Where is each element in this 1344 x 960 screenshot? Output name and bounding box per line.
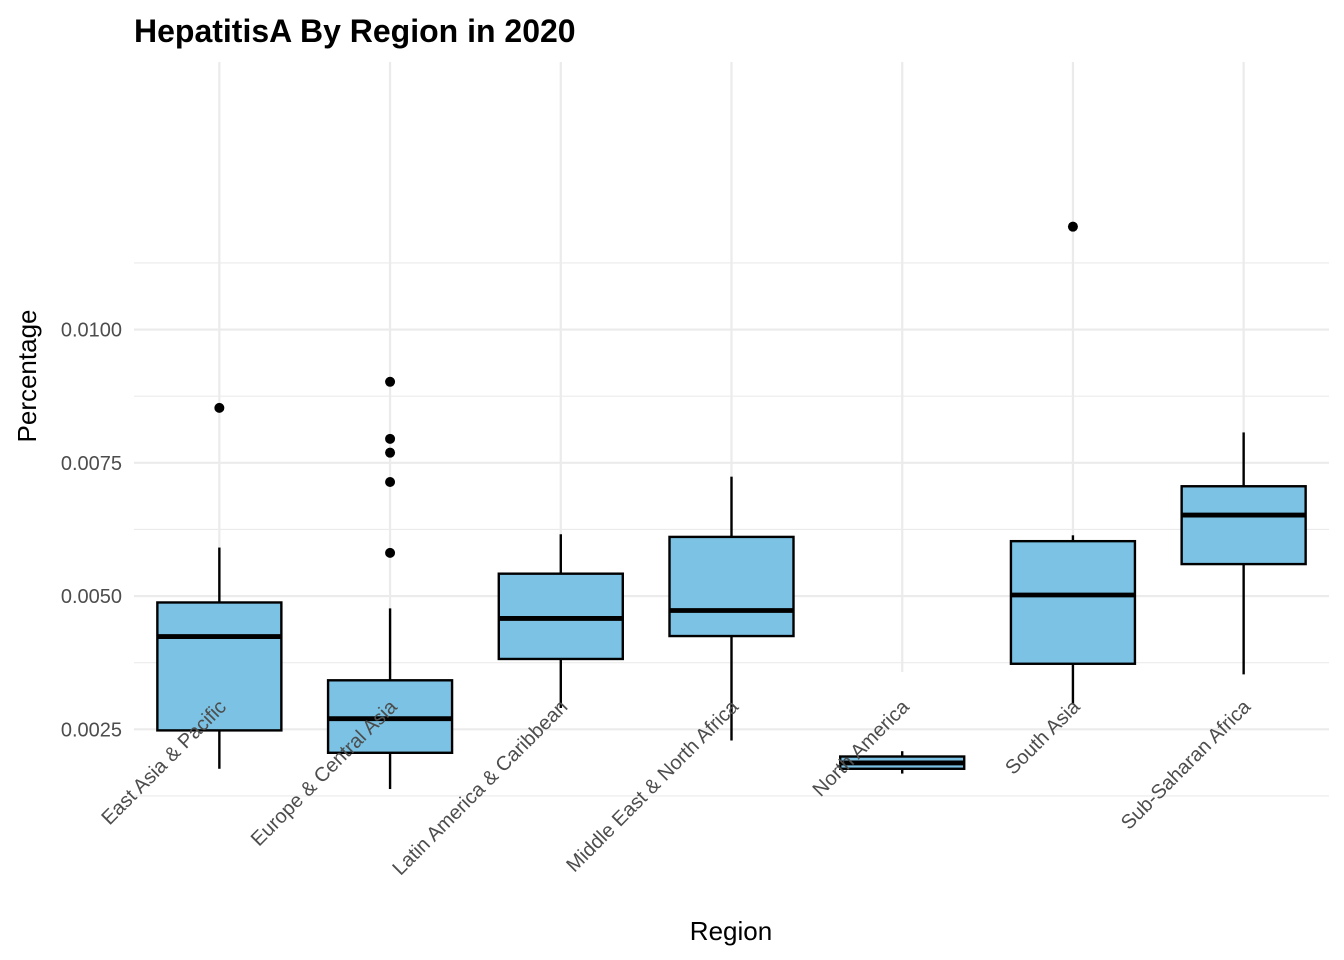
y-tick-label: 0.0025 xyxy=(61,719,122,741)
box-iqr xyxy=(1009,539,1137,665)
box-series xyxy=(156,221,1307,790)
box-1 xyxy=(156,402,283,769)
outlier-point xyxy=(385,433,396,444)
box-iqr xyxy=(1180,485,1307,566)
x-tick-label: Sub-Saharan Africa xyxy=(1117,695,1256,834)
box-3 xyxy=(497,534,624,709)
box-6 xyxy=(1009,221,1137,704)
chart-title: HepatitisA By Region in 2020 xyxy=(134,13,576,49)
box-iqr xyxy=(668,535,795,638)
x-axis-title: Region xyxy=(690,916,772,946)
outlier-point xyxy=(1067,221,1078,232)
y-tick-label: 0.0100 xyxy=(61,320,122,342)
outlier-point xyxy=(385,547,396,558)
y-tick-label: 0.0075 xyxy=(61,453,122,475)
y-axis-ticks: 0.0025 0.0050 0.0075 0.0100 xyxy=(61,320,122,742)
box-5 xyxy=(839,751,966,774)
x-tick-label: North America xyxy=(809,695,915,801)
outlier-point xyxy=(385,476,396,487)
box-4 xyxy=(668,476,795,741)
x-tick-label: South Asia xyxy=(1001,695,1085,779)
x-tick-label: Middle East & North Africa xyxy=(562,695,743,876)
outlier-point xyxy=(385,447,396,458)
y-tick-label: 0.0050 xyxy=(61,586,122,608)
box-iqr xyxy=(156,601,283,732)
outlier-point xyxy=(214,402,225,413)
y-axis-title: Percentage xyxy=(12,310,42,443)
box-7 xyxy=(1180,432,1307,675)
outlier-point xyxy=(385,376,396,387)
box-2 xyxy=(326,376,454,790)
